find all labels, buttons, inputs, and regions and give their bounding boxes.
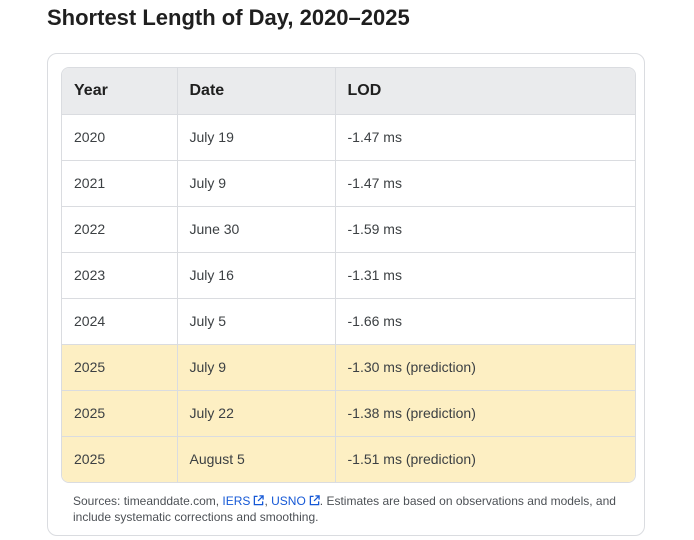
usno-link-label: USNO <box>271 494 306 508</box>
cell-year: 2021 <box>62 160 178 207</box>
page-title: Shortest Length of Day, 2020–2025 <box>47 5 410 30</box>
external-link-icon <box>309 495 320 506</box>
prediction-row: 2025 August 5 -1.51 ms (prediction) <box>62 436 635 482</box>
cell-year: 2022 <box>62 206 178 253</box>
iers-link[interactable]: IERS <box>222 494 265 508</box>
sources-prefix: Sources: timeanddate.com, <box>73 494 223 508</box>
header-date: Date <box>177 68 336 115</box>
cell-lod: -1.30 ms (prediction) <box>335 344 635 391</box>
cell-year: 2025 <box>62 344 178 391</box>
cell-lod: -1.66 ms <box>335 298 635 345</box>
table-header-row: Year Date LOD <box>62 68 635 115</box>
cell-year: 2024 <box>62 298 178 345</box>
table-container: Year Date LOD 2020 July 19 -1.47 ms 2021… <box>61 67 636 483</box>
cell-lod: -1.38 ms (prediction) <box>335 390 635 437</box>
cell-date: July 16 <box>177 252 336 299</box>
lod-table: Year Date LOD 2020 July 19 -1.47 ms 2021… <box>62 68 635 482</box>
sources-separator: , <box>264 494 272 508</box>
header-year: Year <box>62 68 178 115</box>
sources-note: Sources: timeanddate.com, IERS, USNO. Es… <box>73 493 633 525</box>
usno-link[interactable]: USNO <box>271 494 320 508</box>
cell-year: 2023 <box>62 252 178 299</box>
header-lod: LOD <box>335 68 635 115</box>
table-row: 2022 June 30 -1.59 ms <box>62 206 635 253</box>
cell-date: June 30 <box>177 206 336 253</box>
cell-date: July 9 <box>177 344 336 391</box>
cell-lod: -1.47 ms <box>335 160 635 207</box>
table-row: 2023 July 16 -1.31 ms <box>62 252 635 299</box>
table-row: 2021 July 9 -1.47 ms <box>62 160 635 207</box>
cell-year: 2020 <box>62 114 178 161</box>
iers-link-label: IERS <box>222 494 251 508</box>
prediction-row: 2025 July 9 -1.30 ms (prediction) <box>62 344 635 391</box>
cell-year: 2025 <box>62 436 178 482</box>
cell-year: 2025 <box>62 390 178 437</box>
cell-date: July 22 <box>177 390 336 437</box>
prediction-row: 2025 July 22 -1.38 ms (prediction) <box>62 390 635 437</box>
cell-lod: -1.31 ms <box>335 252 635 299</box>
table-row: 2024 July 5 -1.66 ms <box>62 298 635 345</box>
cell-date: July 9 <box>177 160 336 207</box>
cell-date: July 19 <box>177 114 336 161</box>
cell-date: July 5 <box>177 298 336 345</box>
external-link-icon <box>254 495 265 506</box>
cell-lod: -1.51 ms (prediction) <box>347 451 476 468</box>
cell-date: August 5 <box>177 436 336 482</box>
sources-suffix: . Estimates are based on observations an… <box>73 494 616 524</box>
cell-lod: -1.59 ms <box>335 206 635 253</box>
cell-lod: -1.47 ms <box>335 114 635 161</box>
table-card: Year Date LOD 2020 July 19 -1.47 ms 2021… <box>47 53 645 536</box>
table-row: 2020 July 19 -1.47 ms <box>62 114 635 161</box>
